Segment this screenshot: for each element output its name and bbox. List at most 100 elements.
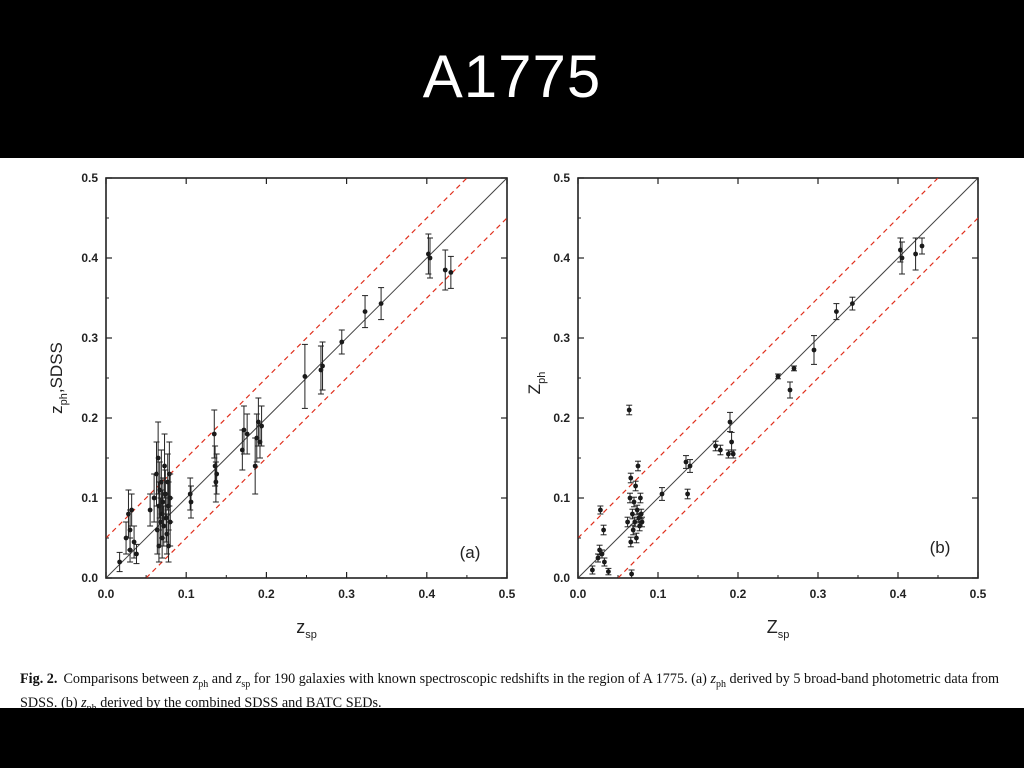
chart-a-data-point [362,309,368,314]
chart-b-xlabel: Zsp [767,617,790,641]
chart-b-lower-dashed-line [617,217,978,578]
chart-a-data-point [187,491,193,497]
caption-zph-2: zph [710,671,726,690]
chart-a-xtick-label: 0.4 [418,587,435,601]
caption-part3: for 190 galaxies with known spectroscopi… [250,671,711,687]
chart-b-upper-dashed-line [578,178,939,539]
chart-b-data-point [787,387,793,393]
caption-zsp: zsp [235,671,251,690]
chart-b-data-point [791,366,797,371]
chart-a-data-point [151,495,157,501]
caption-part5: derived by the combined SDSS and BATC SE… [96,694,382,711]
caption-fig-label: Fig. 2. [20,671,58,687]
chart-b-data-point [659,491,665,497]
chart-a-ytick-label: 0.4 [81,251,98,265]
chart-b-data-point [718,447,723,453]
chart-a-data-point [427,255,433,261]
chart-b-data-point [595,555,601,561]
chart-b-data-point [627,495,633,501]
chart-a-data-point [448,270,454,275]
chart-b-data-point [606,569,611,574]
chart-b-data-point [630,527,636,533]
chart-b-data-point [633,483,638,489]
chart-a-lower-dashed-line [145,217,507,578]
chart-b-points [589,237,925,579]
chart-b-xtick-label: 0.0 [570,587,587,601]
chart-b-data-point [636,515,642,521]
chart-b-data-point [811,347,817,353]
chart-a-data-point [255,419,261,425]
chart-b-data-point [729,439,734,445]
chart-b-data-point [626,407,632,413]
chart-a-data-point [160,499,166,505]
chart-b-data-point [590,567,595,573]
chart-b-data-point [638,495,643,501]
chart-b-data-point [630,511,635,517]
chart-b-data-point [899,255,905,261]
chart-b-data-point [834,309,839,314]
chart-a-data-point [378,301,384,306]
caption-part1: Comparisons between [63,671,193,687]
chart-a-data-point [161,523,167,529]
chart-b-xtick-label: 0.5 [970,587,987,601]
chart-a-xtick-label: 0.3 [338,587,355,601]
chart-a-xtick-label: 0.0 [98,587,115,601]
chart-b-panel-label: (b) [930,538,951,557]
chart-b-data-point [913,251,918,257]
chart-a-data-point [129,507,135,513]
chart-b-data-point [850,301,855,306]
chart-b-data-point [635,463,641,469]
chart-b-data-point [685,491,690,497]
chart-b-data-point [775,374,781,379]
chart-b-data-point [625,519,630,525]
chart-b-data-point [631,499,637,505]
chart-a-data-point [302,374,308,379]
figure-caption: Fig. 2. Comparisons between zph and zsp f… [20,670,1024,718]
chart-a-data-point [127,527,133,533]
chart-b-data-point [632,519,638,525]
chart-b-data-point [602,559,607,565]
chart-a-data-point [147,507,153,513]
chart-b-data-point [919,243,925,249]
chart-b-xtick-label: 0.4 [890,587,907,601]
chart-a-data-point [162,463,167,469]
chart-a: 0.00.0 0.1 0.1 0.2 0.2 0.3 0.3 0.4 0.4 0.5 0.5 zsp z… [47,171,516,641]
chart-b-ytick-label: 0.2 [553,411,570,425]
chart-b: 0.00.0 0.1 0.1 0.2 0.2 0.3 0.3 0.4 0.4 0.5 0.5 Zsp Z… [525,171,987,641]
caption-part4: derived by 5 broad-band photometric data… [20,671,1000,711]
chart-a-data-point [211,431,217,437]
chart-b-data-point [687,463,693,469]
chart-b-data-point [726,451,731,457]
chart-a-xtick-label: 0.1 [178,587,195,601]
caption-zph: zph [192,671,209,690]
slide-title: A1775 [422,42,602,110]
chart-b-ytick-label: 0.4 [553,251,570,265]
chart-b-data-point [713,443,718,449]
chart-b-data-point [638,511,644,517]
chart-b-data-point [598,507,603,513]
chart-a-data-point [442,267,448,273]
chart-a-upper-dashed-line [106,178,468,539]
chart-a-panel-label: (a) [460,543,481,562]
chart-a-ytick-label: 0.5 [81,171,98,185]
chart-a-data-point [241,427,247,433]
chart-a-data-point [131,539,137,545]
chart-b-data-point [628,539,634,545]
chart-a-data-point [117,559,123,565]
chart-b-data-point [634,535,639,541]
chart-a-data-point [320,363,325,369]
chart-b-data-point [629,571,634,577]
chart-b-data-point [727,419,733,425]
chart-a-ytick-label: 0.0 [81,571,98,585]
chart-b-data-point [601,527,606,533]
chart-b-data-point [628,475,634,481]
chart-a-ytick-label: 0.1 [81,491,98,505]
chart-b-xtick-label: 0.3 [810,587,827,601]
chart-b-ylabel: Zph [525,372,548,395]
chart-a-data-point [155,455,161,461]
chart-a-data-point [188,499,194,505]
chart-a-data-point [134,551,139,557]
chart-a-data-point [259,423,264,429]
chart-a-xlabel: zsp [296,617,317,641]
chart-b-data-point [599,551,605,557]
